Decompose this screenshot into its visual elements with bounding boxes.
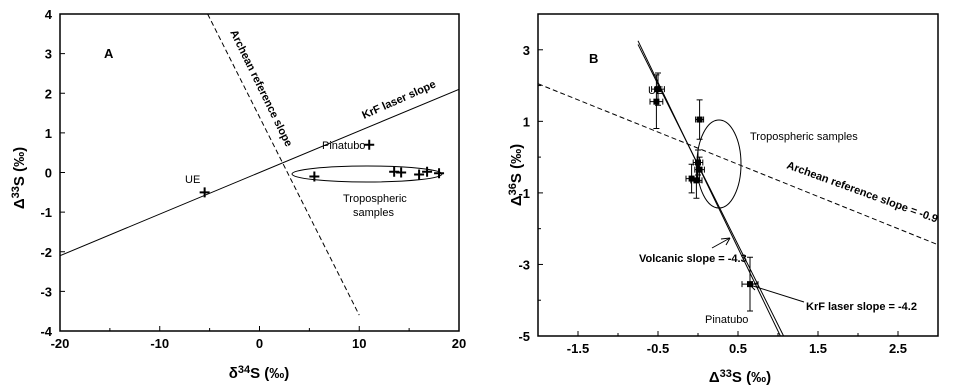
panel-b-y-axis-label: Δ36S (‰) (507, 144, 525, 206)
panel-a-y-tick-label: 0 (45, 166, 52, 181)
panel-a-data-point (422, 166, 433, 177)
panel-a-data-point (414, 169, 425, 180)
panel-b-tropospheric-label: Tropospheric samples (750, 131, 858, 143)
panel-a-data-point (199, 187, 210, 198)
panel-a-line-0 (60, 88, 459, 257)
panel-a-krf-label: KrF laser slope (360, 78, 437, 121)
panel-a-data-point (396, 167, 407, 178)
panel-b-volcanic-arrowhead (720, 237, 731, 246)
panel-b-volcanic-label: Volcanic slope = -4.3 (639, 253, 747, 265)
panel-b-krf-label: KrF laser slope = -4.2 (806, 301, 917, 313)
panel-a-x-axis-label: δ34S (‰) (229, 364, 290, 382)
panel-a-y-tick-label: -3 (40, 284, 52, 299)
panel-b-y-tick-label: 3 (523, 43, 530, 58)
panel-b-volcanic-arrow (711, 237, 731, 249)
panel-a-y-tick-label: 1 (45, 126, 52, 141)
panel-b-label: B (589, 51, 598, 66)
panel-a-tropospheric-ellipse (291, 165, 443, 183)
panel-a-archean-label: Archean reference slope (227, 28, 294, 149)
panel-b-line-2 (538, 83, 938, 246)
panel-a-y-tick-label: 4 (45, 7, 53, 22)
panel-b-ue-label: UE (648, 85, 663, 97)
panel-b-y-tick-label: -1 (518, 186, 530, 201)
panel-a-data-point (364, 139, 375, 150)
panel-b-x-axis-label: Δ33S (‰) (709, 368, 771, 386)
panel-a-ue-label: UE (185, 174, 200, 186)
panel-b-tropospheric-ellipse (696, 119, 742, 209)
panel-b-data-point (696, 116, 703, 123)
panel-b-y-tick-label: 1 (523, 114, 530, 129)
panel-b-x-tick-label: 0.5 (729, 341, 747, 356)
panel-b-x-tick-label: 2.5 (889, 341, 907, 356)
panel-a-y-tick-label: 3 (45, 47, 52, 62)
panel-a-label: A (104, 46, 114, 61)
panel-a-tropospheric-label-1: Tropospheric (343, 193, 407, 205)
panel-a-y-tick-label: -2 (40, 245, 52, 260)
panel-b-data-point (688, 175, 695, 182)
panel-a-x-tick-label: 10 (352, 336, 366, 351)
panel-b-data-point (693, 177, 700, 184)
panel-b-x-tick-label: -1.5 (567, 341, 589, 356)
panel-a-x-tick-label: 20 (452, 336, 466, 351)
panel-b: -1.5 -0.5 0.5 1.5 2.5 -5 -3 -1 1 3 B UE Troposph… (507, 13, 939, 386)
panel-b-y-tick-label: -5 (518, 329, 530, 344)
panel-a-pinatubo-label: Pinatubo (322, 140, 365, 152)
panel-a-line-1 (207, 14, 360, 316)
panel-b-data-point (696, 166, 703, 173)
panel-a-x-tick-label: 0 (256, 336, 263, 351)
panel-a-data-point (434, 168, 445, 179)
panel-b-data-point (653, 98, 660, 105)
panel-a-x-tick-label: -10 (150, 336, 169, 351)
panel-a-y-tick-label: -1 (40, 205, 52, 220)
panel-b-x-tick-label: -0.5 (647, 341, 669, 356)
panel-b-x-tick-label: 1.5 (809, 341, 827, 356)
panel-a-x-tick-label: -20 (51, 336, 70, 351)
panel-b-krf-arrowhead (749, 282, 758, 291)
panel-b-data-point (747, 281, 753, 288)
panel-a-tropospheric-label-2: samples (353, 207, 394, 219)
panel-b-pinatubo-label: Pinatubo (705, 314, 748, 326)
panel-a-y-tick-label: 2 (45, 86, 52, 101)
panel-b-krf-arrow (749, 284, 805, 303)
panel-b-y-tick-label: -3 (518, 257, 530, 272)
panel-b-data-point (655, 86, 661, 93)
panel-a-y-axis-label: Δ33S (‰) (10, 147, 28, 209)
panel-b-line-0 (637, 44, 785, 336)
panel-a-y-tick-label: -4 (40, 324, 52, 339)
